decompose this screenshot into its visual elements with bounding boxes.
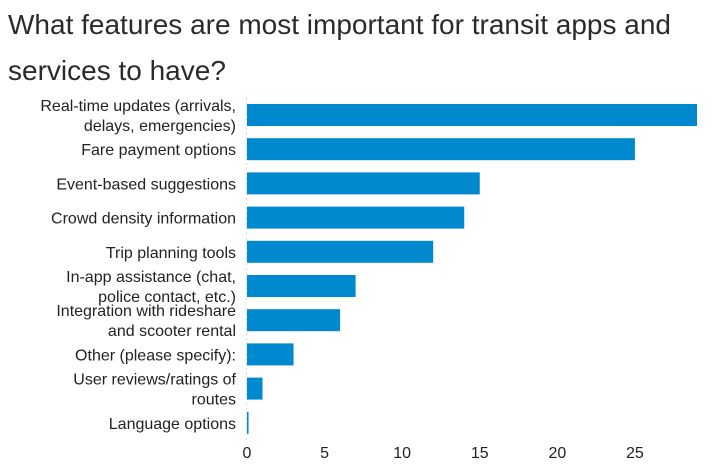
bar: [247, 240, 434, 263]
category-label: Event-based suggestions: [56, 176, 236, 193]
x-tick-label: 10: [393, 445, 411, 462]
x-tick-label: 15: [471, 445, 489, 462]
category-label: In-app assistance (chat, police contact, …: [66, 269, 236, 306]
bar: [247, 343, 294, 366]
bar: [247, 138, 635, 161]
x-tick-labels-group: 0 5 10 15 20 25: [243, 445, 644, 462]
x-tick-label: 0: [243, 445, 252, 462]
category-labels-group: Real-time updates (arrivals, delays, emer…: [40, 98, 236, 433]
bar: [247, 411, 249, 434]
bar: [247, 172, 480, 195]
category-label: Crowd density information: [51, 211, 236, 228]
category-label: User reviews/ratings of routes: [73, 372, 236, 409]
bar: [247, 104, 697, 126]
x-tick-label: 5: [320, 445, 329, 462]
category-label: Integration with rideshare and scooter re…: [56, 303, 236, 340]
bars-group: [247, 104, 697, 434]
category-label: Trip planning tools: [106, 245, 236, 262]
category-label: Language options: [109, 416, 236, 433]
bar: [247, 275, 356, 297]
x-tick-label: 25: [626, 445, 644, 462]
chart-title: What features are most important for tra…: [8, 9, 671, 86]
x-tick-label: 20: [548, 445, 566, 462]
bar: [247, 309, 341, 332]
bar: [247, 377, 263, 400]
category-label: Other (please specify):: [75, 347, 236, 364]
bar: [247, 206, 465, 229]
category-label: Real-time updates (arrivals, delays, emer…: [40, 98, 236, 135]
category-label: Fare payment options: [81, 142, 236, 159]
